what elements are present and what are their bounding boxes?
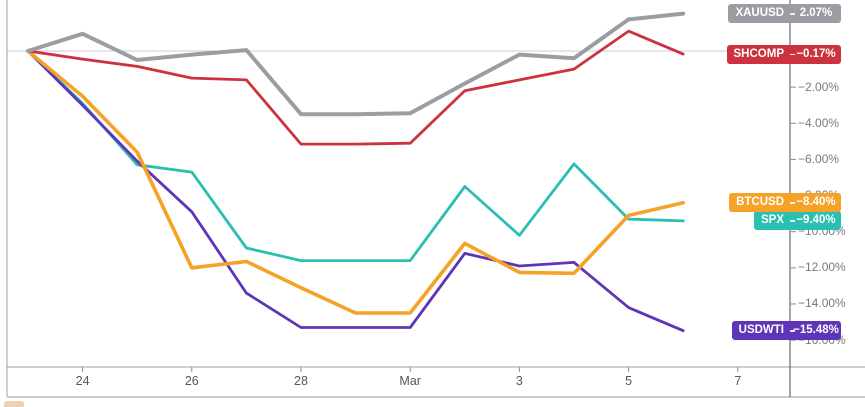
x-axis-label: Mar — [399, 374, 421, 388]
series-line-SPX[interactable] — [26, 49, 685, 263]
axis-notch — [790, 330, 795, 332]
series-line-SHCOMP[interactable] — [26, 29, 685, 146]
badge-change-value: −8.40% — [791, 193, 841, 213]
x-axis-label: 5 — [625, 374, 633, 388]
price-badge-USDWTI[interactable]: USDWTI −15.48% — [0, 321, 865, 341]
badge-symbol-label: BTCUSD — [729, 193, 791, 213]
badge-change-value: −9.40% — [791, 211, 841, 231]
series-line-BTCUSD[interactable] — [26, 49, 686, 315]
axis-notch — [790, 202, 795, 204]
badge-change-value: −15.48% — [791, 321, 841, 341]
price-badge-BTCUSD[interactable]: BTCUSD −8.40% — [0, 193, 865, 213]
y-axis-label: −6.00% — [798, 151, 840, 166]
badge-symbol-label: SPX — [753, 211, 791, 231]
series-line-XAUUSD[interactable] — [26, 11, 686, 117]
axis-notch — [790, 220, 795, 222]
badge-symbol-label: USDWTI — [731, 321, 791, 341]
series-line-USDWTI[interactable] — [26, 49, 685, 333]
badge-symbol-label: SHCOMP — [726, 44, 791, 64]
badge-change-value: −0.17% — [791, 44, 841, 64]
partial-logo — [4, 401, 24, 407]
x-axis-label: 26 — [184, 374, 199, 388]
axis-notch — [790, 53, 795, 56]
y-axis-label: −14.00% — [798, 296, 846, 311]
x-axis-label: 28 — [294, 374, 308, 388]
x-axis-label: 3 — [515, 374, 523, 388]
axis-notch — [790, 13, 795, 15]
badge-symbol-label: XAUUSD — [728, 4, 791, 24]
x-axis-label: 7 — [734, 374, 742, 388]
y-axis-label: −4.00% — [798, 115, 840, 130]
x-axis-label: 24 — [75, 374, 90, 388]
y-axis-label: −12.00% — [798, 260, 846, 275]
y-axis-label: −2.00% — [798, 79, 840, 94]
badge-change-value: 2.07% — [791, 4, 841, 24]
price-badge-SHCOMP[interactable]: SHCOMP −0.17% — [0, 44, 865, 64]
price-badge-SPX[interactable]: SPX −9.40% — [0, 211, 865, 231]
price-badge-XAUUSD[interactable]: XAUUSD 2.07% — [0, 4, 865, 24]
